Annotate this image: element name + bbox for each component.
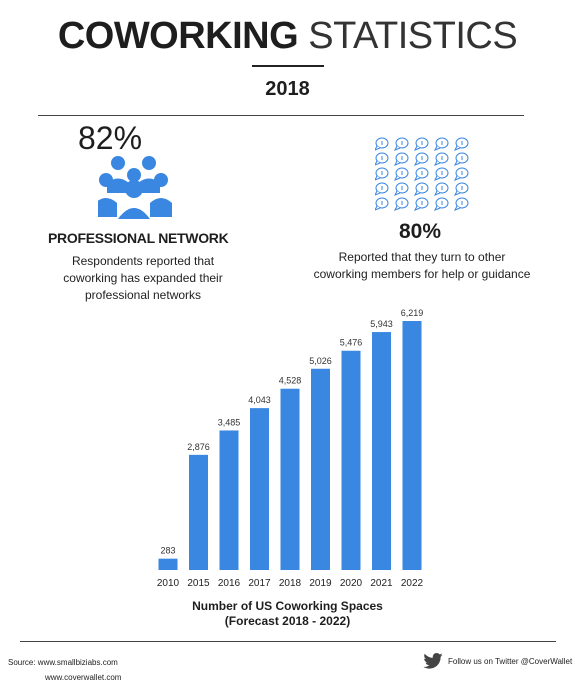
chat-bubble-icon xyxy=(453,182,469,196)
bar xyxy=(219,430,239,570)
chat-bubble-icon xyxy=(453,152,469,166)
chat-bubble-icon xyxy=(453,197,469,211)
x-tick-label: 2020 xyxy=(340,578,363,589)
chat-bubble-grid xyxy=(375,137,469,211)
bar-value-label: 5,026 xyxy=(309,356,332,366)
bar-value-label: 4,528 xyxy=(279,376,302,386)
stat2-desc-line: coworking members for help or guidance xyxy=(313,267,531,281)
chat-bubble-icon xyxy=(413,197,429,211)
bar-value-label: 6,219 xyxy=(401,308,424,318)
coworking-bar-chart: 283 2010 2,876 2015 3,485 2016 4,043 2017 4,528 2… xyxy=(157,308,424,589)
chat-bubble-icon xyxy=(375,197,389,211)
chat-bubble-icon xyxy=(453,137,469,151)
chat-bubble-icon xyxy=(413,152,429,166)
chat-bubble-icon xyxy=(375,152,389,166)
chat-bubble-icon xyxy=(433,182,449,196)
top-divider xyxy=(38,115,524,116)
source-line: Source: www.smallbiziabs.com xyxy=(8,658,118,667)
x-tick-label: 2018 xyxy=(279,578,302,589)
x-tick-label: 2022 xyxy=(401,578,424,589)
stat2-desc-line: Reported that they turn to other xyxy=(338,250,506,264)
title-light: STATISTICS xyxy=(308,15,518,57)
chat-bubble-icon xyxy=(433,152,449,166)
year-label: 2018 xyxy=(265,78,310,100)
source-line: www.coverwallet.com xyxy=(45,673,122,682)
x-tick-label: 2019 xyxy=(309,578,332,589)
bar-value-label: 283 xyxy=(160,546,175,556)
stat2-description: Reported that they turn to other coworki… xyxy=(312,249,532,283)
bar-value-label: 4,043 xyxy=(248,395,271,405)
chat-bubble-icon xyxy=(413,167,429,181)
stat1-title: PROFESSIONAL NETWORK xyxy=(48,230,229,246)
stat2-percent: 80% xyxy=(398,220,442,243)
chart-title-line: (Forecast 2018 - 2022) xyxy=(224,614,351,628)
page-title: COWORKING STATISTICS xyxy=(0,14,575,58)
chat-bubble-icon xyxy=(453,167,469,181)
x-tick-label: 2015 xyxy=(187,578,210,589)
x-tick-label: 2021 xyxy=(370,578,393,589)
chat-bubble-icon xyxy=(433,167,449,181)
bar xyxy=(280,388,300,570)
twitter-bird-icon xyxy=(423,653,443,669)
chat-bubble-icon xyxy=(375,167,389,181)
title-bold: COWORKING xyxy=(57,15,299,57)
source-text: Source: www.smallbiziabs.com www.coverwa… xyxy=(8,655,121,685)
bar-value-label: 5,943 xyxy=(370,319,393,329)
people-group-icon xyxy=(98,156,172,219)
chat-bubble-icon xyxy=(393,152,409,166)
follow-twitter-text: Follow us on Twitter @CoverWallet xyxy=(448,657,573,666)
chat-bubble-icon xyxy=(433,197,449,211)
bar xyxy=(250,408,269,570)
chat-bubble-icon xyxy=(413,182,429,196)
chat-bubble-icon xyxy=(393,137,409,151)
chat-bubble-icon xyxy=(413,137,429,151)
bar xyxy=(311,368,330,570)
chart-title: Number of US Coworking Spaces (Forecast … xyxy=(0,599,575,629)
bottom-divider xyxy=(20,641,556,642)
stat1-description: Respondents reported that coworking has … xyxy=(55,253,231,304)
chat-bubble-icon xyxy=(433,137,449,151)
chat-bubble-icon xyxy=(375,137,389,151)
bar-value-label: 2,876 xyxy=(187,442,210,452)
x-tick-label: 2017 xyxy=(248,578,271,589)
bar xyxy=(402,321,422,570)
stat1-desc-line: coworking has expanded their xyxy=(63,271,223,285)
title-divider xyxy=(252,65,324,67)
bar xyxy=(341,350,361,570)
chat-bubble-icon xyxy=(375,182,389,196)
bar-value-label: 5,476 xyxy=(340,338,363,348)
chat-bubble-icon xyxy=(393,182,409,196)
bar xyxy=(189,454,208,570)
chat-bubble-icon xyxy=(393,167,409,181)
x-tick-label: 2010 xyxy=(157,578,180,589)
stat1-desc-line: Respondents reported that xyxy=(71,254,215,268)
bar-value-label: 3,485 xyxy=(218,417,241,427)
stat1-desc-line: professional networks xyxy=(84,288,202,302)
bar xyxy=(158,558,178,570)
stat1-percent: 82% xyxy=(78,120,143,156)
bar xyxy=(372,332,391,570)
chart-title-line: Number of US Coworking Spaces xyxy=(192,599,383,613)
chat-bubble-icon xyxy=(393,197,409,211)
x-tick-label: 2016 xyxy=(218,578,241,589)
